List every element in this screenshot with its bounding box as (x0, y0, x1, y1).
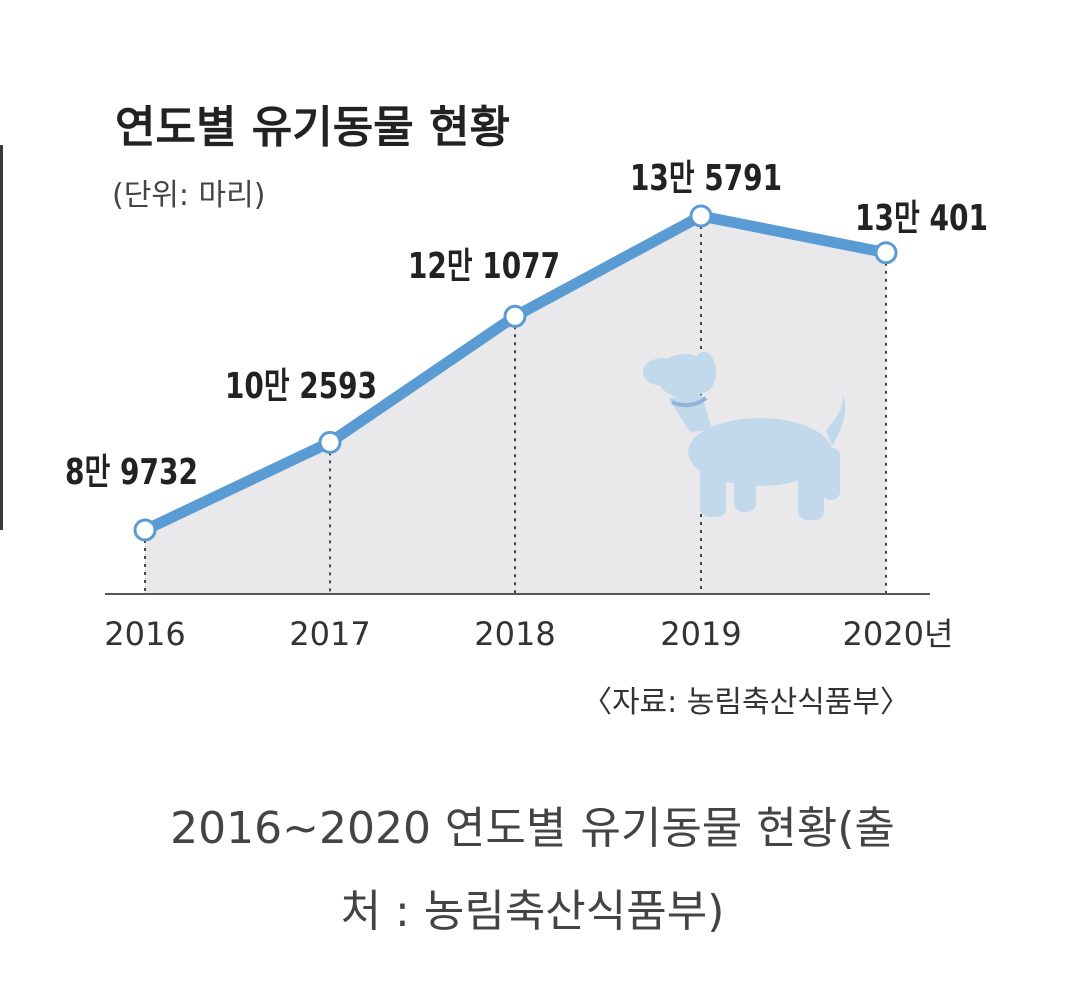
chart-unit: (단위: 마리) (112, 178, 265, 213)
data-label-4: 13만 401 (855, 198, 988, 239)
data-point-3 (689, 204, 713, 228)
data-labels: 8만 9732 10만 2593 12만 1077 13만 5791 13만 401 (65, 158, 988, 493)
data-point-1 (318, 430, 342, 454)
left-edge-bar (0, 145, 3, 530)
data-point-0 (133, 518, 157, 542)
x-tick-label-3: 2019 (660, 615, 741, 653)
data-points (133, 204, 898, 542)
x-tick-labels: 2016 2017 2018 2019 2020년 (104, 615, 953, 653)
data-point-2 (503, 304, 527, 328)
caption-line-2: 처 : 농림축산식품부) (340, 886, 725, 937)
x-tick-label-1: 2017 (289, 615, 370, 653)
data-label-1: 10만 2593 (225, 366, 377, 407)
x-tick-label-2: 2018 (474, 615, 555, 653)
data-label-2: 12만 1077 (408, 246, 560, 287)
x-tick-label-4: 2020년 (843, 615, 954, 653)
data-label-3: 13만 5791 (630, 158, 782, 199)
caption-line-1: 2016~2020 연도별 유기동물 현황(출 (170, 803, 895, 854)
dog-icon (643, 352, 846, 520)
line-chart: 연도별 유기동물 현황 (단위: 마리) 8만 9732 10만 2593 12만 … (65, 102, 988, 720)
chart-title: 연도별 유기동물 현황 (115, 102, 510, 153)
source-note: 〈자료: 농림축산식품부〉 (582, 685, 910, 720)
dog-collar (671, 396, 708, 408)
data-point-4 (874, 241, 898, 265)
x-tick-label-0: 2016 (104, 615, 185, 653)
data-label-0: 8만 9732 (65, 452, 198, 493)
